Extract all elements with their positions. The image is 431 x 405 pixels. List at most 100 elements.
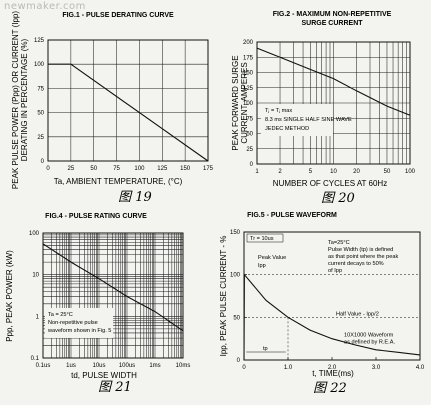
y-axis-title: PEAK FORWARD SURGECURRENT, AMPERES <box>231 55 249 150</box>
y-tick-label: 0 <box>237 358 241 364</box>
x-tick-label: 50 <box>90 166 97 172</box>
y-axis-title-line: PEAK FORWARD SURGE <box>231 55 240 150</box>
x-tick-label: 175 <box>203 166 214 172</box>
annotation-text: Ipp <box>258 263 266 269</box>
y-tick-label: 25 <box>37 135 44 141</box>
x-tick-label: 150 <box>180 166 191 172</box>
y-tick-label: 200 <box>243 40 254 46</box>
x-tick-label: 4.0 <box>416 365 425 371</box>
figure-caption: 图 20 <box>321 191 355 206</box>
chart-title: FIG.1 - PULSE DERATING CURVE <box>62 12 174 19</box>
annotation-text: Non-repetitive pulse <box>48 320 98 326</box>
y-tick-label: 50 <box>246 132 253 138</box>
y-tick-label: 125 <box>34 38 45 44</box>
plot-frame <box>256 41 411 165</box>
tr-label-box <box>246 233 284 243</box>
data-series-line <box>42 243 184 332</box>
y-tick-label: 100 <box>230 273 241 279</box>
y-tick-label: 175 <box>243 55 254 61</box>
x-axis-title: t, TIME(ms) <box>312 369 354 378</box>
y-tick-label: 100 <box>34 62 45 68</box>
x-axis-title: NUMBER OF CYCLES AT 60Hz <box>273 179 387 188</box>
y-tick-label: 1 <box>36 314 40 320</box>
x-tick-label: 20 <box>353 169 360 175</box>
chart-fig5: FIG.5 - PULSE WAVEFORM 图 22 t, TIME(ms) 0 1.… <box>219 212 425 396</box>
y-tick-label: 100 <box>29 231 40 237</box>
chart-title-line: SURGE CURRENT <box>301 20 363 27</box>
y-axis-title-line: DERATING IN PERCENTAGE (%) <box>20 38 29 161</box>
figure-caption: 图 22 <box>313 381 347 396</box>
y-tick-label: 150 <box>230 230 241 236</box>
annotation-text: tp <box>263 346 268 352</box>
chart-fig1: FIG.1 - PULSE DERATING CURVE 图 19 Ta, AMBI… <box>11 11 214 205</box>
figure-caption: 图 21 <box>98 380 132 395</box>
annotation-text: as defined by R.E.A. <box>344 339 395 345</box>
annotation-text: Ta = 25°C <box>48 312 73 318</box>
annotation-text: 8.3 ms SINGLE HALF SINE WAVE <box>265 117 352 123</box>
y-tick-label: 0.1 <box>31 356 40 362</box>
annotation-text: Half Value - Ipp/2 <box>336 311 379 317</box>
data-series-line <box>48 63 209 162</box>
y-axis-title-line: CURRENT, AMPERES <box>240 62 249 143</box>
x-tick-label: 100 <box>405 169 416 175</box>
x-tick-label: 25 <box>68 166 75 172</box>
chart-title: FIG.4 - PULSE RATING CURVE <box>45 213 147 220</box>
x-tick-label: 10 <box>330 169 337 175</box>
x-tick-label: 100 <box>134 166 145 172</box>
x-axis-title: td, PULSE WIDTH <box>71 371 137 380</box>
chart-title: FIG.5 - PULSE WAVEFORM <box>247 212 337 219</box>
y-tick-label: 25 <box>246 147 253 153</box>
figure-caption: 图 19 <box>118 190 152 205</box>
annotation-text: JEDEC METHOD <box>265 126 309 132</box>
plot-frame <box>42 232 184 359</box>
x-tick-label: 2 <box>278 169 282 175</box>
y-tick-label: 50 <box>233 315 240 321</box>
x-tick-label: 50 <box>384 169 391 175</box>
x-tick-label: 0 <box>46 166 50 172</box>
x-tick-label: 2.0 <box>328 365 337 371</box>
annotation-backdrop <box>45 308 113 338</box>
annotation-text: Tⱼ = Tⱼ max <box>265 108 292 114</box>
chart-title: FIG.2 - MAXIMUM NON-REPETITIVE SURGE CURR… <box>273 11 392 27</box>
y-tick-label: 125 <box>243 86 254 92</box>
y-tick-label: 0 <box>41 159 45 165</box>
y-tick-label: 0 <box>250 162 254 168</box>
y-tick-label: 50 <box>37 111 44 117</box>
annotation-text: 10X1000 Waveform <box>344 332 394 338</box>
x-axis-title: Ta, AMBIENT TEMPERATURE, (°C) <box>54 177 183 186</box>
annotation-text: Peak Value <box>258 255 286 261</box>
x-tick-label: 1ms <box>149 363 160 369</box>
y-axis-title-line: PEAK PULSE POWER (Ppp) OR CURRENT (Ipp) <box>11 11 20 189</box>
x-tick-label: 5 <box>309 169 313 175</box>
x-tick-label: 100us <box>119 363 135 369</box>
annotation-text: as that point where the peak <box>328 254 398 260</box>
x-tick-label: 1us <box>66 363 76 369</box>
x-tick-label: 10us <box>92 363 105 369</box>
x-tick-label: 0.1us <box>36 363 51 369</box>
y-axis-title: PEAK PULSE POWER (Ppp) OR CURRENT (Ipp)D… <box>11 11 29 189</box>
data-series-line <box>256 47 411 116</box>
y-tick-label: 150 <box>243 71 254 77</box>
y-tick-label: 75 <box>246 116 253 122</box>
plot-frame <box>47 39 209 162</box>
annotation-text: current decays to 50% <box>328 261 384 267</box>
y-tick-label: 100 <box>243 101 254 107</box>
chart-fig2: FIG.2 - MAXIMUM NON-REPETITIVE SURGE CURR… <box>231 11 416 206</box>
y-tick-label: 10 <box>32 273 39 279</box>
y-tick-label: 75 <box>37 86 44 92</box>
annotation-backdrop <box>261 104 333 136</box>
chart-title-line: FIG.2 - MAXIMUM NON-REPETITIVE <box>273 11 392 18</box>
x-tick-label: 1.0 <box>284 365 293 371</box>
annotation-text: Ta=25°C <box>328 240 350 246</box>
x-tick-label: 0 <box>242 365 246 371</box>
x-tick-label: 75 <box>113 166 120 172</box>
watermark: newmaker.com <box>4 1 86 12</box>
annotation-text: Tr = 10us <box>250 236 274 242</box>
x-tick-label: 125 <box>157 166 168 172</box>
y-axis-title: Ipp, PEAK PULSE CURRENT - % <box>219 236 228 357</box>
x-tick-label: 1 <box>255 169 259 175</box>
annotation-text: of Ipp <box>328 268 342 274</box>
